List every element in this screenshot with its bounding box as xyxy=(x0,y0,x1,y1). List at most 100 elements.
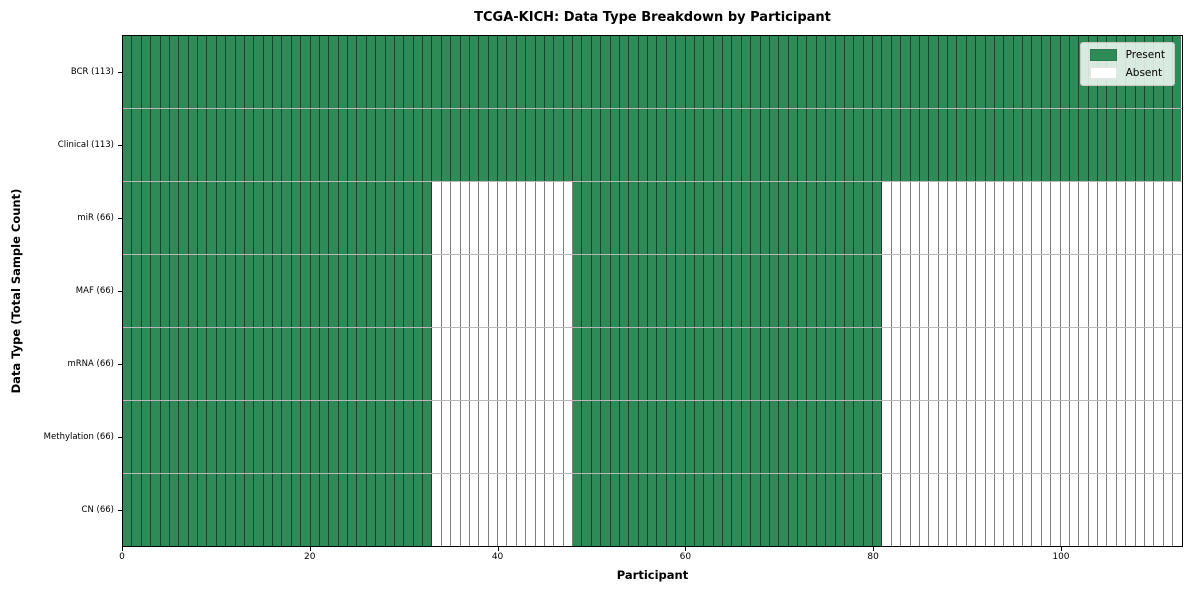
heatmap-cell xyxy=(1163,328,1173,400)
heatmap-cell xyxy=(873,474,883,546)
heatmap-cell xyxy=(751,328,761,400)
heatmap-cell xyxy=(348,328,358,400)
heatmap-cell xyxy=(676,328,686,400)
heatmap-cell xyxy=(948,109,958,181)
heatmap-cell xyxy=(676,109,686,181)
heatmap-cell xyxy=(685,36,695,108)
heatmap-cell xyxy=(338,328,348,400)
heatmap-cell xyxy=(882,109,892,181)
heatmap-cell xyxy=(348,474,358,546)
heatmap-cell xyxy=(629,401,639,473)
heatmap-cell xyxy=(319,255,330,327)
heatmap-cell xyxy=(366,182,377,254)
heatmap-cell xyxy=(544,109,555,181)
heatmap-cell xyxy=(1154,182,1164,254)
heatmap-cell xyxy=(1032,474,1042,546)
heatmap-cell xyxy=(207,401,217,473)
heatmap-cell xyxy=(976,109,986,181)
heatmap-cell xyxy=(629,474,639,546)
heatmap-cell xyxy=(891,255,902,327)
heatmap-cell xyxy=(919,401,930,473)
heatmap-cell xyxy=(507,109,517,181)
heatmap-cell xyxy=(544,401,555,473)
heatmap-cell xyxy=(1163,109,1173,181)
heatmap-cell xyxy=(226,255,236,327)
heatmap-cell xyxy=(169,328,180,400)
heatmap-cell xyxy=(516,36,527,108)
heatmap-cell xyxy=(498,255,508,327)
heatmap-cell xyxy=(1013,182,1023,254)
heatmap-cell xyxy=(385,474,395,546)
heatmap-cell xyxy=(1079,255,1089,327)
heatmap-cell xyxy=(338,109,348,181)
heatmap-cell xyxy=(1004,328,1014,400)
heatmap-cell xyxy=(1098,255,1108,327)
heatmap-cell xyxy=(1041,401,1052,473)
heatmap-cell xyxy=(1173,401,1182,473)
x-tick-label: 0 xyxy=(119,552,125,562)
y-tick-label-clinical: Clinical (113) xyxy=(57,139,114,150)
heatmap-cell xyxy=(404,255,414,327)
heatmap-cell xyxy=(910,182,920,254)
heatmap-cell xyxy=(141,36,152,108)
heatmap-cell xyxy=(816,401,827,473)
heatmap-cell xyxy=(601,36,611,108)
heatmap-cell xyxy=(376,401,386,473)
heatmap-cell xyxy=(1032,401,1042,473)
heatmap-cell xyxy=(807,328,817,400)
heatmap-cell xyxy=(938,328,948,400)
heatmap-cell xyxy=(160,401,170,473)
heatmap-cell xyxy=(919,36,930,108)
heatmap-cell xyxy=(1013,328,1023,400)
heatmap-cell xyxy=(507,401,517,473)
heatmap-cell xyxy=(910,474,920,546)
heatmap-cell xyxy=(366,36,377,108)
heatmap-cell xyxy=(160,36,170,108)
heatmap-cell xyxy=(254,401,264,473)
heatmap-cell xyxy=(198,109,208,181)
heatmap-cell xyxy=(788,328,798,400)
heatmap-cell xyxy=(582,328,592,400)
heatmap-cell xyxy=(1032,328,1042,400)
heatmap-cell xyxy=(882,401,892,473)
heatmap-cell xyxy=(901,328,911,400)
heatmap-cell xyxy=(619,36,630,108)
heatmap-cell xyxy=(713,182,723,254)
heatmap-cell xyxy=(488,182,498,254)
heatmap-cell xyxy=(976,328,986,400)
heatmap-cell xyxy=(310,36,320,108)
heatmap-cell xyxy=(1135,401,1145,473)
heatmap-cell xyxy=(526,182,536,254)
heatmap-cell xyxy=(713,36,723,108)
heatmap-cell xyxy=(1069,182,1080,254)
x-tick-label: 40 xyxy=(491,552,504,562)
heatmap-cell xyxy=(929,182,939,254)
heatmap-cell xyxy=(179,401,189,473)
heatmap-cell xyxy=(657,182,667,254)
heatmap-cell xyxy=(1116,109,1127,181)
heatmap-cell xyxy=(1154,474,1164,546)
heatmap-cell xyxy=(151,255,161,327)
heatmap-cell xyxy=(451,109,461,181)
heatmap-cell xyxy=(207,255,217,327)
heatmap-cell xyxy=(329,255,339,327)
heatmap-cell xyxy=(582,182,592,254)
heatmap-cell xyxy=(1069,401,1080,473)
heatmap-cell xyxy=(704,401,714,473)
heatmap-cell xyxy=(769,255,780,327)
heatmap-cell xyxy=(816,328,827,400)
heatmap-cell xyxy=(751,255,761,327)
heatmap-cell xyxy=(460,328,470,400)
heatmap-cell xyxy=(1051,255,1061,327)
heatmap-cell xyxy=(319,328,330,400)
heatmap-cell xyxy=(704,36,714,108)
heatmap-cell xyxy=(1154,328,1164,400)
heatmap-cell xyxy=(394,36,405,108)
heatmap-cell xyxy=(835,255,845,327)
heatmap-cell xyxy=(1098,109,1108,181)
heatmap-cell xyxy=(1144,182,1155,254)
heatmap-cell xyxy=(535,36,545,108)
heatmap-cell xyxy=(535,182,545,254)
heatmap-cell xyxy=(516,109,527,181)
heatmap-cell xyxy=(432,328,442,400)
